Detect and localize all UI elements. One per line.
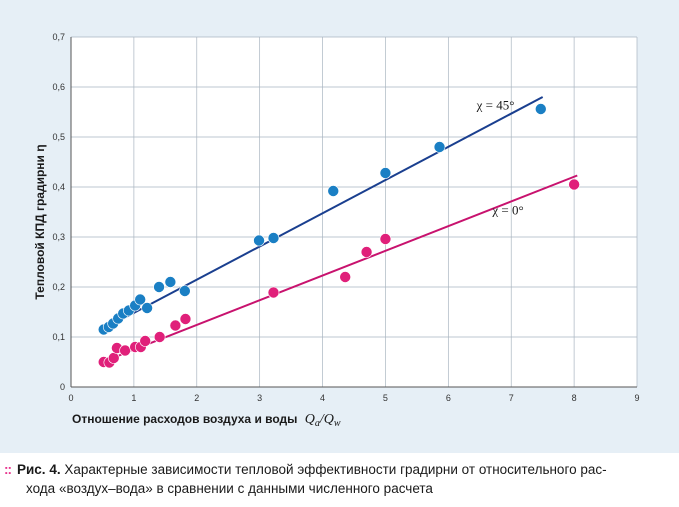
- series-label: χ = 45°: [476, 98, 515, 113]
- grid: [71, 36, 638, 387]
- data-point: [153, 331, 166, 343]
- data-point: [164, 276, 177, 288]
- fit-line: [101, 96, 544, 331]
- data-point: [179, 285, 191, 297]
- y-tick-label: 0,1: [52, 332, 65, 342]
- caption-text-line2: хода «воздух–вода» в сравнении с данными…: [26, 481, 433, 496]
- x-tick-label: 0: [68, 393, 73, 403]
- data-point: [153, 281, 165, 293]
- x-axis-label-math: Qa/Qw: [305, 412, 341, 429]
- data-point: [379, 167, 392, 179]
- series-label: χ = 0°: [491, 203, 523, 218]
- data-point: [339, 271, 351, 283]
- x-tick-label: 2: [194, 393, 199, 403]
- figure-caption: :: Рис. 4. Характерные зависимости теплов…: [0, 460, 679, 498]
- tick-labels: 0 0,1 0,2 0,3 0,4 0,5 0,6 0,7 0 1 2 3 4 5 6 7 8 9: [52, 32, 639, 403]
- x-tick-label: 3: [257, 393, 262, 403]
- y-axis-label: Тепловой КПД градирни η: [33, 144, 47, 299]
- y-tick-label: 0,4: [52, 182, 65, 192]
- fit-line: [102, 174, 578, 363]
- data-point: [169, 319, 182, 332]
- x-tick-label: 7: [509, 393, 514, 403]
- y-tick-label: 0,2: [52, 282, 65, 292]
- plot-area: [71, 37, 637, 387]
- y-tick-label: 0,6: [52, 82, 65, 92]
- data-point: [141, 302, 153, 314]
- caption-figure-number: Рис. 4.: [17, 462, 61, 477]
- data-point: [433, 141, 446, 153]
- data-point: [267, 232, 280, 244]
- axes: [70, 37, 637, 388]
- data-point: [379, 233, 392, 245]
- series-labels: χ = 45° χ = 0°: [476, 98, 524, 218]
- y-tick-label: 0,7: [52, 32, 65, 42]
- data-point: [327, 185, 340, 197]
- data-point: [179, 313, 192, 325]
- caption-bullet: ::: [4, 462, 12, 477]
- figure-panel: 0 0,1 0,2 0,3 0,4 0,5 0,6 0,7 0 1 2 3 4 5 6 7 8 9 χ = 45°…: [0, 0, 679, 453]
- data-point: [119, 344, 131, 357]
- data-point: [134, 293, 146, 306]
- data-point: [253, 234, 265, 247]
- y-tick-label: 0,3: [52, 232, 65, 242]
- x-axis-label-text: Отношение расходов воздуха и воды: [72, 412, 297, 426]
- x-tick-label: 9: [634, 393, 639, 403]
- data-point: [360, 246, 373, 258]
- x-tick-label: 8: [572, 393, 577, 403]
- data-point: [568, 178, 580, 191]
- x-tick-label: 6: [446, 393, 451, 403]
- data-point: [139, 335, 152, 347]
- scatter-chart: 0 0,1 0,2 0,3 0,4 0,5 0,6 0,7 0 1 2 3 4 5 6 7 8 9 χ = 45°…: [33, 32, 640, 429]
- y-tick-label: 0: [60, 382, 65, 392]
- data-points: [97, 103, 580, 369]
- x-tick-label: 5: [383, 393, 388, 403]
- data-point: [267, 286, 280, 299]
- data-point: [107, 352, 120, 364]
- caption-text-line1: Характерные зависимости тепловой эффекти…: [64, 462, 607, 477]
- x-tick-label: 1: [131, 393, 136, 403]
- data-point: [534, 103, 547, 115]
- fit-lines: [101, 96, 578, 363]
- y-tick-label: 0,5: [52, 132, 65, 142]
- x-tick-label: 4: [320, 393, 325, 403]
- x-axis-label: Отношение расходов воздуха и воды Qa/Qw: [72, 412, 341, 429]
